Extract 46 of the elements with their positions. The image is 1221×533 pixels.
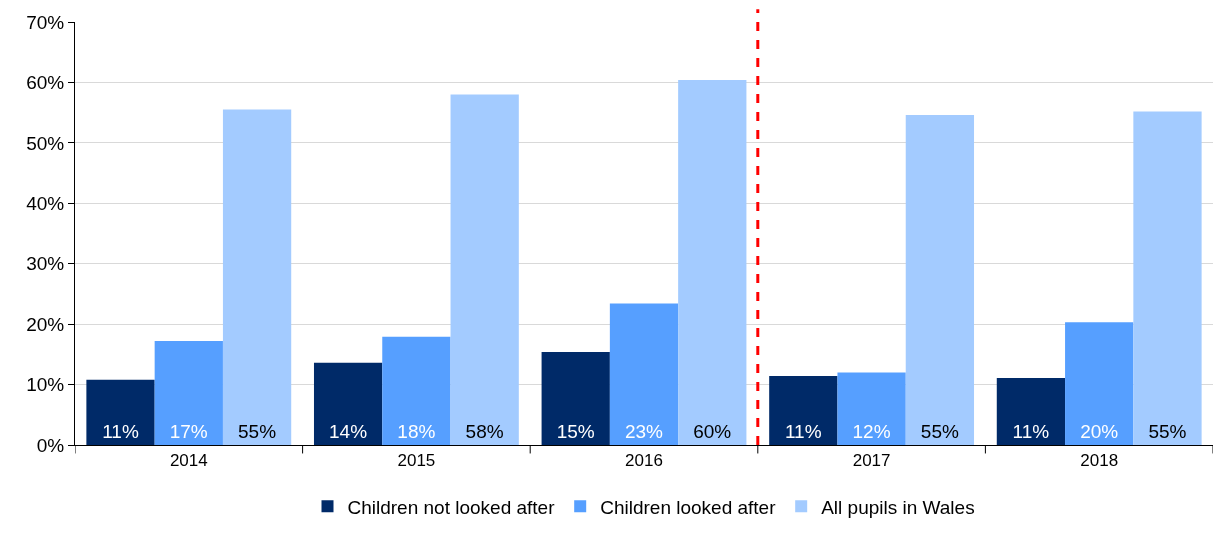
- data-label: 60%: [693, 421, 732, 442]
- legend-label: Children not looked after: [347, 496, 556, 518]
- x-tick-label: 2018: [1080, 451, 1119, 471]
- x-tick-label: 2017: [852, 451, 891, 471]
- legend-label: Children looked after: [600, 496, 777, 518]
- data-label: 12%: [852, 421, 891, 442]
- data-label: 55%: [238, 421, 277, 442]
- data-label: 20%: [1080, 421, 1119, 442]
- y-tick-label: 40%: [26, 192, 65, 214]
- bar: [837, 372, 906, 445]
- data-label: 15%: [556, 421, 595, 442]
- data-label: 58%: [465, 421, 504, 442]
- bar: [450, 94, 519, 445]
- y-tick-label: 30%: [26, 253, 65, 275]
- data-label: 14%: [329, 421, 368, 442]
- bar: [678, 80, 747, 445]
- bar: [222, 109, 292, 445]
- data-label: 18%: [397, 421, 436, 442]
- bar: [313, 362, 383, 445]
- bar: [609, 303, 679, 445]
- data-label: 11%: [1012, 421, 1050, 442]
- bar: [1065, 322, 1134, 445]
- x-tick-label: 2015: [397, 451, 436, 471]
- data-label: 11%: [102, 421, 139, 442]
- bar: [905, 115, 975, 445]
- bar: [86, 379, 155, 445]
- y-tick-label: 0%: [36, 434, 65, 456]
- bar: [541, 351, 610, 445]
- data-label: 17%: [169, 421, 208, 442]
- y-tick-label: 50%: [26, 132, 65, 154]
- bar: [996, 377, 1066, 445]
- bar: [1133, 111, 1202, 445]
- data-label: 23%: [624, 421, 664, 442]
- data-label: 11%: [784, 421, 822, 442]
- x-tick-label: 2016: [625, 451, 663, 471]
- y-tick-label: 70%: [26, 11, 65, 33]
- y-tick-label: 20%: [26, 313, 65, 335]
- bar: [769, 376, 838, 445]
- bar: [154, 341, 223, 445]
- x-tick-label: 2014: [169, 451, 208, 471]
- data-label: 55%: [1148, 421, 1187, 442]
- bar: [382, 336, 451, 445]
- y-tick-label: 60%: [26, 72, 65, 94]
- legend-label: All pupils in Wales: [821, 496, 975, 518]
- data-label: 55%: [920, 421, 959, 442]
- y-tick-label: 10%: [26, 374, 65, 396]
